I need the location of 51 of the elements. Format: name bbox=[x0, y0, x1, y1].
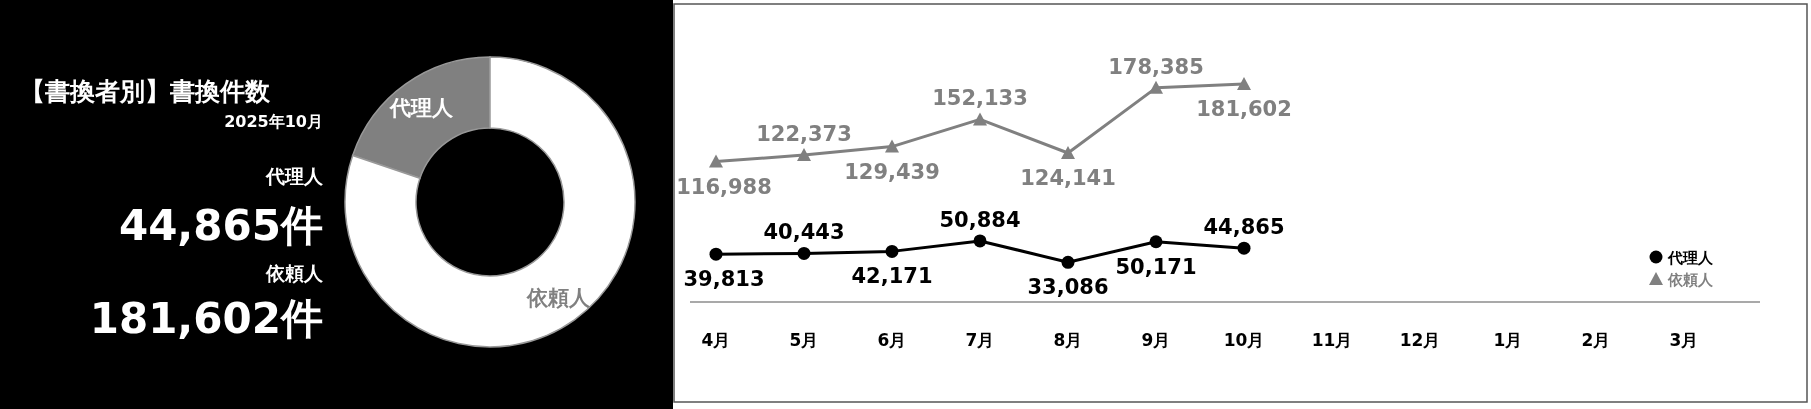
data-label: 152,133 bbox=[932, 86, 1028, 111]
point bbox=[709, 247, 723, 261]
data-label: 50,171 bbox=[1115, 254, 1197, 279]
x-tick-label: 6月 bbox=[877, 330, 907, 350]
point bbox=[1149, 80, 1163, 94]
data-label: 33,086 bbox=[1027, 275, 1109, 300]
data-label: 178,385 bbox=[1108, 54, 1204, 79]
point bbox=[1149, 235, 1163, 249]
text: 【書換者別】書換件数 bbox=[20, 77, 271, 106]
x-tick-label: 12月 bbox=[1399, 330, 1441, 350]
x-tick-label: 5月 bbox=[789, 330, 819, 350]
text: 依頼人 bbox=[265, 262, 324, 284]
legend-label: 依頼人 bbox=[1667, 271, 1714, 289]
data-label: 40,443 bbox=[763, 220, 845, 245]
slice-label: 依頼人 bbox=[525, 286, 591, 311]
x-tick-label: 9月 bbox=[1141, 330, 1171, 350]
point bbox=[709, 154, 723, 168]
x-tick-label: 10月 bbox=[1223, 330, 1265, 350]
point bbox=[1061, 145, 1075, 159]
x-tick-label: 11月 bbox=[1311, 330, 1353, 350]
x-tick-label: 4月 bbox=[701, 330, 731, 350]
point bbox=[797, 148, 811, 162]
x-tick-label: 7月 bbox=[965, 330, 995, 350]
data-label: 122,373 bbox=[756, 122, 852, 147]
data-label: 44,865 bbox=[1203, 215, 1285, 240]
point bbox=[1237, 77, 1251, 90]
point bbox=[973, 112, 987, 126]
text: 2025年10月 bbox=[224, 112, 323, 131]
data-label: 124,141 bbox=[1020, 165, 1116, 190]
data-label: 116,988 bbox=[676, 174, 772, 199]
data-label: 50,884 bbox=[939, 207, 1021, 232]
text: 代理人 bbox=[265, 165, 324, 187]
point bbox=[885, 244, 899, 258]
slice-label: 代理人 bbox=[389, 95, 455, 120]
text: 44,865件 bbox=[118, 201, 323, 250]
data-label: 129,439 bbox=[844, 159, 940, 184]
point bbox=[797, 246, 811, 260]
x-tick-label: 3月 bbox=[1669, 330, 1699, 350]
x-tick-label: 8月 bbox=[1053, 330, 1083, 350]
point bbox=[1061, 255, 1075, 269]
data-label: 42,171 bbox=[851, 264, 933, 289]
x-tick-label: 2月 bbox=[1581, 330, 1611, 350]
donut-slice bbox=[344, 56, 636, 348]
point bbox=[973, 234, 987, 248]
point bbox=[1237, 241, 1251, 255]
data-label: 39,813 bbox=[683, 267, 765, 292]
text: 181,602件 bbox=[89, 294, 323, 343]
point bbox=[885, 139, 899, 153]
x-tick-label: 1月 bbox=[1493, 330, 1523, 350]
data-label: 181,602 bbox=[1196, 97, 1292, 121]
legend-label: 代理人 bbox=[1667, 249, 1714, 267]
